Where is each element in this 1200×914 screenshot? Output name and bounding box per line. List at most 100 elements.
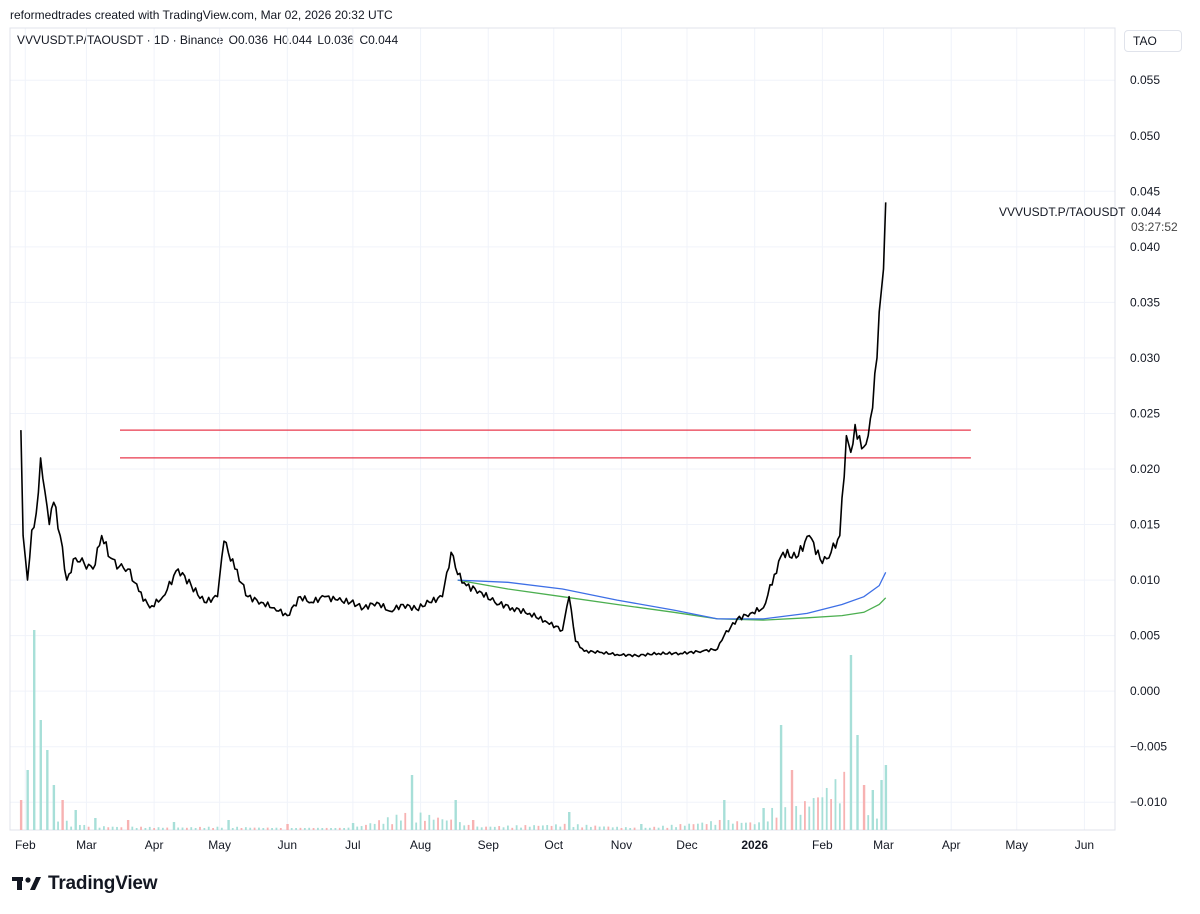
volume-bar [528,826,531,830]
volume-bar [705,824,708,830]
volume-bar [541,825,544,830]
volume-bar [727,820,730,830]
volume-bar [507,825,509,830]
volume-bar [670,824,673,830]
volume-bar [458,822,461,830]
volume-bar [172,822,176,830]
volume-bar [648,827,651,830]
volume-bar [799,814,802,830]
volume-bar [386,817,389,830]
volume-bar [404,812,407,830]
volume-bar [467,824,470,830]
volume-bar [640,824,643,830]
time-tick-label: Apr [942,838,961,852]
volume-bar [65,820,68,830]
volume-bar [369,823,372,830]
volume-bar [834,779,837,830]
volume-bar [216,826,219,830]
volume-bar [321,828,324,830]
volume-bar [653,826,656,830]
volume-bar [775,817,778,830]
volume-bar [140,826,142,830]
symbol-line[interactable]: VVVUSDT.P/TAOUSDT · 1D · Binance [17,33,224,47]
volume-bar [98,827,101,830]
volume-bar [598,826,601,830]
volume-bar [378,820,380,830]
volume-bar [391,824,394,830]
volume-bar [347,827,350,830]
volume-bar [696,823,699,830]
volume-bar [432,819,435,830]
footer-brand[interactable]: TradingView [12,873,158,895]
chart-caption: reformedtrades created with TradingView.… [10,8,393,22]
volume-bar [790,770,794,830]
time-tick-label: Apr [145,838,164,852]
volume-bar [679,824,682,830]
volume-bar [723,800,726,830]
volume-bar [546,825,549,830]
volume-bar [876,818,878,830]
volume-bar [784,807,787,830]
volume-bar [753,824,756,830]
volume-bar [821,797,824,830]
volume-bar [190,827,193,830]
volume-bar [880,780,883,830]
volume-bar [258,827,260,830]
volume-bar [126,820,130,830]
time-tick-label: May [208,838,231,852]
volume-bar [585,824,588,830]
volume-bar [555,824,557,830]
volume-bar [212,828,214,830]
volume-bar [644,827,647,830]
volume-bar [581,827,584,830]
volume-bar [185,827,188,830]
price-tick-label: 0.025 [1130,406,1160,420]
volume-bar [856,735,859,830]
volume-bar [657,827,660,830]
volume-bar [103,826,105,830]
volume-bar [275,827,278,830]
volume-bar [303,828,306,830]
volume-bar [120,827,123,830]
volume-bar [766,821,769,830]
volume-bar [227,820,230,830]
volume-bar [745,822,747,830]
volume-bar [330,828,332,830]
volume-bar [299,827,302,830]
volume-bar [266,827,269,830]
volume-bar [308,827,311,830]
volume-bar [135,828,138,830]
volume-bar [286,824,289,830]
volume-bar [317,827,319,830]
currency-badge[interactable]: TAO [1124,30,1182,52]
volume-bar [33,630,36,830]
volume-bar [576,824,579,830]
volume-bar [675,827,677,830]
volume-bar [52,785,56,830]
volume-bar [46,750,49,830]
volume-bar [714,824,717,830]
volume-bar [107,827,110,830]
volume-bar [157,827,160,830]
moving-average-green [457,579,887,621]
volume-bar [410,775,414,830]
price-tick-label: 0.015 [1130,518,1160,532]
price-tick-label: 0.045 [1130,184,1160,198]
volume-bar [629,828,632,830]
volume-bar [74,810,77,830]
volume-bar [471,820,475,830]
volume-bar [568,812,571,830]
time-tick-label: Jun [1075,838,1094,852]
volume-bar [70,826,73,830]
volume-bar [295,828,297,830]
volume-bar [116,826,118,830]
volume-bar [236,826,239,830]
volume-bar [111,826,114,830]
volume-bar [520,827,522,830]
volume-bar [476,826,479,830]
time-tick-label: Mar [76,838,97,852]
volume-bar [454,800,457,830]
volume-bar [489,826,492,830]
volume-bar [594,825,597,830]
